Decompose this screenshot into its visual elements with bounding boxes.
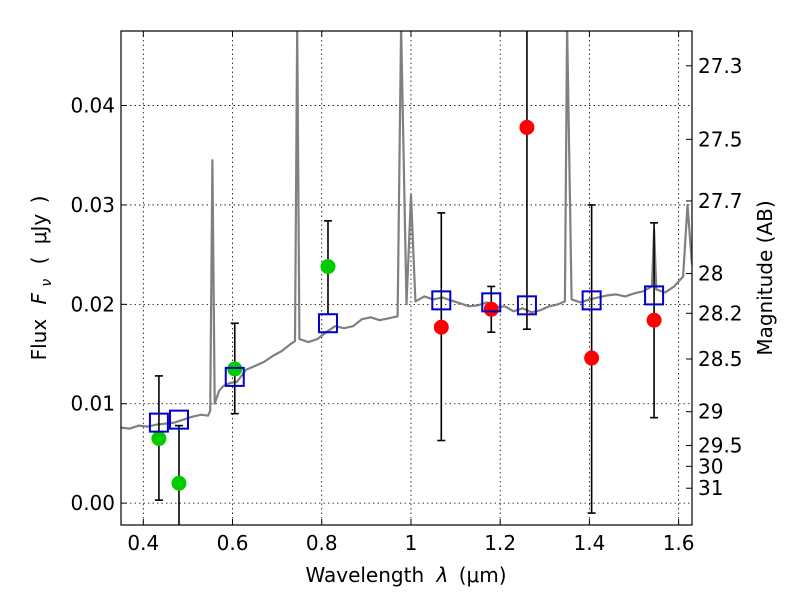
y-axis-label-symbol: F — [27, 292, 51, 304]
y-axis-label-subscript: ν — [39, 279, 55, 287]
model-flux-point — [581, 290, 602, 311]
plot-area — [121, 31, 692, 525]
x-tick-labels: 0.4 0.6 0.8 1 1.2 1.4 1.6 — [127, 531, 694, 555]
y-tick-label: 0.03 — [70, 193, 115, 217]
plot-frame — [120, 30, 693, 526]
y2-tick-label: 29 — [698, 400, 723, 424]
y-tick-labels: 0.00 0.01 0.02 0.03 0.04 — [70, 94, 115, 516]
y2-tick-label: 27.7 — [698, 189, 743, 213]
data-point — [433, 319, 449, 335]
data-point — [320, 259, 336, 275]
y-axis-label: Flux F ν ( μJy ) — [27, 196, 56, 361]
axis-ticks — [121, 31, 692, 525]
data-point — [171, 475, 187, 491]
model-flux-point — [168, 409, 189, 430]
model-flux-point — [644, 285, 665, 306]
y-axis-label-close-paren: ) — [27, 196, 51, 204]
model-flux-point — [224, 366, 245, 387]
y-tick-label: 0.02 — [70, 292, 115, 316]
data-point — [519, 119, 535, 135]
x-tick-label: 1.6 — [663, 531, 695, 555]
x-tick-label: 1 — [405, 531, 418, 555]
y2-tick-label: 28.2 — [698, 301, 743, 325]
data-point — [646, 312, 662, 328]
y-tick-label: 0.04 — [70, 94, 115, 118]
data-point — [483, 301, 499, 317]
y2-tick-label: 28 — [698, 262, 723, 286]
y2-tick-label: 30 — [698, 454, 723, 478]
model-flux-point — [431, 290, 452, 311]
x-axis-label-symbol: λ — [436, 563, 449, 587]
x-tick-label: 0.6 — [217, 531, 249, 555]
y-tick-label: 0.01 — [70, 392, 115, 416]
model-flux-point — [516, 295, 537, 316]
model-flux-point — [148, 412, 169, 433]
y-axis-label-open-paren: ( — [27, 257, 51, 265]
y-axis-label-pre: Flux — [27, 319, 51, 361]
data-point — [584, 350, 600, 366]
y2-tick-label: 27.5 — [698, 127, 743, 151]
x-tick-label: 0.4 — [127, 531, 159, 555]
y-axis-label-unit: μJy — [27, 214, 51, 245]
x-tick-label: 1.4 — [573, 531, 605, 555]
y2-tick-label: 29.5 — [698, 433, 743, 457]
grid — [121, 31, 692, 525]
model-flux-point — [481, 292, 502, 313]
x-axis-label-pre: Wavelength — [305, 563, 424, 587]
y2-axis-label: Magnitude (AB) — [753, 200, 777, 355]
data-point — [151, 431, 167, 447]
x-tick-label: 0.8 — [306, 531, 338, 555]
model-flux-point — [317, 313, 338, 334]
y2-tick-label: 28.5 — [698, 347, 743, 371]
y2-tick-label: 31 — [698, 476, 723, 500]
y2-tick-label: 27.3 — [698, 54, 743, 78]
y-tick-label: 0.00 — [70, 491, 115, 515]
x-axis-label: Wavelength λ (μm) — [305, 563, 506, 587]
x-tick-label: 1.2 — [484, 531, 516, 555]
data-point — [227, 361, 243, 377]
x-axis-label-unit: (μm) — [459, 563, 507, 587]
marker-layer — [148, 119, 665, 491]
